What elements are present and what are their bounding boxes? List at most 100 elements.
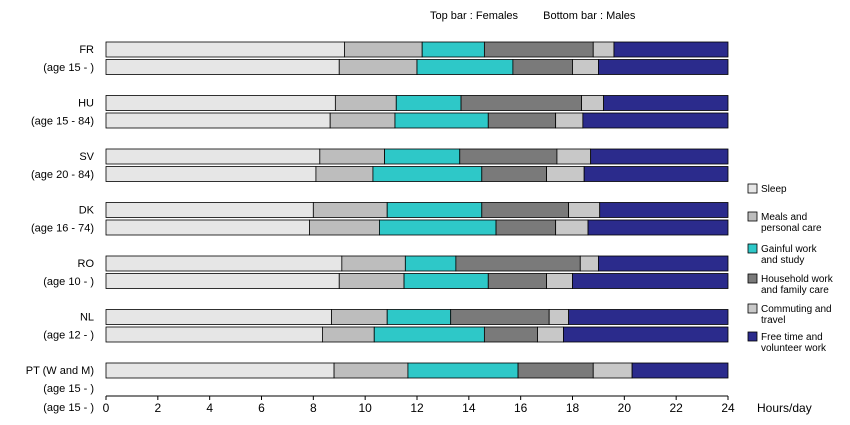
bar-dk-females-seg-6 [599, 202, 729, 218]
bar-sv-males-seg-4 [481, 166, 547, 182]
bar-nl-females-seg-1 [105, 309, 332, 325]
bar-nl-males-seg-6 [563, 326, 729, 343]
bar-nl-males-seg-1 [105, 326, 323, 343]
bar-ro-males-seg-6 [572, 273, 729, 289]
age-label-ro: (age 10 - ) [43, 276, 94, 288]
bar-hu-females-seg-6 [603, 95, 729, 111]
country-label-hu: HU [78, 98, 94, 110]
age-label-hu: (age 15 - 84) [31, 116, 94, 128]
legend-swatch-3 [747, 243, 758, 254]
bar-pt-w-and-m-seg-2 [333, 362, 409, 379]
x-axis-label: Hours/day [757, 401, 812, 415]
x-tick-label-0: 0 [103, 401, 110, 415]
bar-nl-females-seg-3 [386, 309, 452, 325]
bar-nl-females-seg-4 [450, 309, 550, 325]
legend-label-5: Commuting and travel [761, 304, 832, 326]
bar-hu-males-seg-6 [582, 112, 729, 129]
legend-swatch-6 [747, 331, 758, 342]
country-label-dk: DK [79, 205, 95, 217]
bar-sv-females-seg-5 [556, 148, 592, 165]
age-label-dk: (age 16 - 74) [31, 223, 94, 235]
bar-ro-males-seg-5 [546, 273, 573, 289]
country-label-ro: RO [78, 258, 95, 270]
country-label-nl: NL [80, 312, 94, 324]
legend-swatch-2 [747, 211, 758, 222]
bar-ro-males-seg-3 [403, 273, 489, 289]
bar-sv-females-seg-3 [384, 148, 461, 165]
age-label-fr: (age 15 - ) [43, 62, 94, 74]
bar-order-note: Top bar : Females Bottom bar : Males [430, 10, 657, 22]
age-label-nl: (age 12 - ) [43, 330, 94, 342]
bar-hu-females-seg-4 [460, 95, 582, 111]
bar-ro-females-seg-5 [579, 255, 599, 272]
bar-hu-females-seg-2 [334, 95, 397, 111]
bar-dk-males-seg-2 [309, 219, 380, 236]
bar-fr-females-seg-5 [592, 41, 615, 58]
bar-nl-males-seg-3 [373, 326, 485, 343]
bar-dk-females-seg-2 [312, 202, 388, 218]
age-label-bottom: (age 15 - ) [43, 402, 94, 414]
legend-swatch-5 [747, 303, 758, 314]
bottom-bar-note: Bottom bar : Males [543, 10, 636, 22]
legend-label-3: Gainful work and study [761, 244, 818, 266]
bar-sv-females-seg-4 [459, 148, 558, 165]
x-tick-label-8: 8 [310, 401, 317, 415]
bar-nl-males-seg-5 [537, 326, 564, 343]
bar-dk-males-seg-6 [587, 219, 729, 236]
x-tick-label-24: 24 [721, 401, 735, 415]
bar-sv-males-seg-3 [372, 166, 483, 182]
x-tick-label-12: 12 [410, 401, 424, 415]
bar-fr-females-seg-6 [613, 41, 729, 58]
bar-fr-males-seg-5 [572, 59, 599, 75]
bar-hu-females-seg-3 [395, 95, 462, 111]
bar-sv-males-seg-2 [315, 166, 374, 182]
legend-label-1: Sleep [761, 184, 787, 195]
x-tick-label-20: 20 [618, 401, 632, 415]
bar-dk-females-seg-3 [386, 202, 483, 218]
bar-pt-w-and-m-seg-4 [517, 362, 594, 379]
x-tick-label-4: 4 [206, 401, 213, 415]
bar-ro-males-seg-2 [338, 273, 405, 289]
bar-fr-females-seg-3 [421, 41, 485, 58]
bar-pt-w-and-m-seg-5 [592, 362, 633, 379]
bar-fr-females-seg-4 [483, 41, 594, 58]
x-tick-label-2: 2 [154, 401, 161, 415]
age-label-pt-w-and-m: (age 15 - ) [43, 383, 94, 395]
bar-nl-females-seg-2 [331, 309, 388, 325]
bar-ro-females-seg-1 [105, 255, 343, 272]
x-tick-label-10: 10 [358, 401, 372, 415]
bar-sv-males-seg-6 [583, 166, 729, 182]
bar-ro-females-seg-6 [598, 255, 729, 272]
bar-nl-males-seg-4 [483, 326, 538, 343]
bar-nl-males-seg-2 [322, 326, 375, 343]
bar-hu-males-seg-4 [487, 112, 557, 129]
bar-nl-females-seg-6 [568, 309, 729, 325]
bar-fr-males-seg-1 [105, 59, 340, 75]
bar-dk-females-seg-1 [105, 202, 314, 218]
x-tick-label-6: 6 [258, 401, 265, 415]
bar-dk-females-seg-4 [481, 202, 570, 218]
country-label-sv: SV [79, 151, 94, 163]
age-label-sv: (age 20 - 84) [31, 169, 94, 181]
bar-sv-females-seg-2 [319, 148, 386, 165]
legend-swatch-1 [747, 183, 758, 194]
legend-swatch-4 [747, 273, 758, 284]
bar-hu-females-seg-1 [105, 95, 336, 111]
bar-sv-males-seg-1 [105, 166, 317, 182]
bar-fr-males-seg-4 [512, 59, 573, 75]
top-bar-note: Top bar : Females [430, 10, 519, 22]
bar-ro-males-seg-4 [487, 273, 547, 289]
x-tick-label-18: 18 [566, 401, 580, 415]
bar-dk-males-seg-3 [379, 219, 497, 236]
legend-label-4: Household work and family care [761, 274, 834, 296]
bar-pt-w-and-m-seg-3 [407, 362, 519, 379]
bar-sv-males-seg-5 [546, 166, 585, 182]
bar-hu-males-seg-2 [329, 112, 396, 129]
bar-ro-males-seg-1 [105, 273, 340, 289]
legend-label-6: Free time and volunteer work [761, 332, 827, 354]
bar-nl-females-seg-5 [548, 309, 570, 325]
bar-sv-females-seg-6 [590, 148, 729, 165]
country-label-pt-w-and-m: PT (W and M) [26, 365, 94, 377]
bar-hu-females-seg-5 [581, 95, 605, 111]
